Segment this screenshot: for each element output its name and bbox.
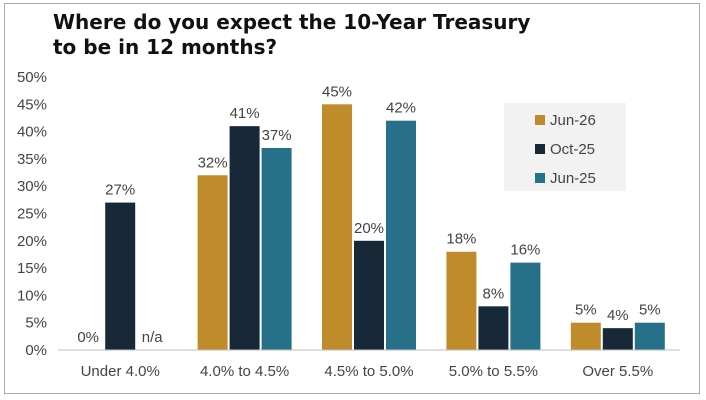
value-labels: 0% 27% n/a 32% 41%37% 45% 20% 42% 18% 8% 16% 5% 4% 5% — [77, 83, 660, 346]
data-label: 16% — [510, 242, 540, 259]
y-tick-label: 10% — [17, 287, 47, 304]
y-tick-label: 5% — [25, 315, 47, 332]
data-label: 45% — [322, 83, 352, 100]
y-tick-label: 40% — [17, 124, 47, 141]
bar — [634, 322, 665, 350]
x-tick-label: 4.0% to 4.5% — [200, 363, 289, 380]
data-label: n/a — [142, 329, 164, 346]
data-label: 37% — [262, 127, 292, 144]
x-tick-label: Over 5.5% — [582, 363, 653, 380]
x-tick-label: 4.5% to 5.0% — [324, 363, 413, 380]
y-tick-label: 30% — [17, 178, 47, 195]
bars — [105, 104, 665, 351]
chart-title-line-2: to be in 12 months? — [53, 35, 278, 59]
data-label: 5% — [575, 302, 597, 319]
bar — [386, 120, 416, 351]
legend-swatch — [535, 115, 545, 125]
y-tick-label: 25% — [17, 206, 47, 223]
bar — [322, 104, 352, 350]
bar — [105, 202, 136, 350]
bar — [478, 306, 509, 350]
y-tick-label: 0% — [25, 342, 47, 359]
bar — [261, 147, 292, 350]
legend: Jun-26 Oct-25 Jun-25 — [504, 103, 626, 191]
bar — [197, 175, 228, 350]
y-tick-label: 35% — [17, 151, 47, 168]
legend-swatch — [535, 144, 545, 154]
data-label: 41% — [230, 105, 260, 122]
chart-title: Where do you expect the 10-Year Treasury… — [53, 10, 613, 60]
legend-label: Oct-25 — [550, 141, 595, 158]
legend-background — [504, 103, 626, 191]
chart-title-line-1: Where do you expect the 10-Year Treasury — [53, 10, 531, 34]
bar — [510, 262, 541, 350]
y-tick-label: 45% — [17, 96, 47, 113]
bar — [570, 322, 601, 350]
legend-label: Jun-25 — [550, 170, 596, 187]
data-label: 5% — [639, 302, 661, 319]
y-axis: 0% 5% 10% 15% 20% 25% 30% 35% 40% 45% 50% — [17, 69, 47, 359]
data-label: 42% — [386, 100, 416, 117]
x-axis-labels: Under 4.0% 4.0% to 4.5% 4.5% to 5.0% 5.0% t… — [81, 363, 654, 380]
bar — [446, 251, 477, 350]
y-tick-label: 20% — [17, 233, 47, 250]
y-tick-label: 50% — [17, 69, 47, 86]
bar — [354, 240, 384, 350]
data-label: 8% — [483, 285, 505, 302]
x-tick-label: 5.0% to 5.5% — [449, 363, 538, 380]
legend-swatch — [535, 173, 545, 183]
bar — [602, 328, 633, 350]
x-tick-label: Under 4.0% — [81, 363, 160, 380]
data-label: 0% — [77, 329, 99, 346]
data-label: 4% — [607, 307, 629, 324]
data-label: 32% — [198, 154, 228, 171]
data-label: 27% — [105, 182, 135, 199]
data-label: 18% — [446, 231, 476, 248]
data-label: 20% — [354, 220, 384, 237]
legend-label: Jun-26 — [550, 112, 596, 129]
y-tick-label: 15% — [17, 260, 47, 277]
bar — [229, 126, 260, 350]
